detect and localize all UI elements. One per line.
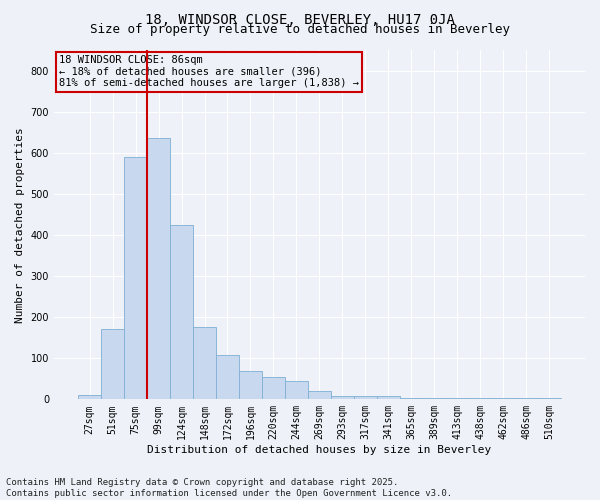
Text: 18 WINDSOR CLOSE: 86sqm
← 18% of detached houses are smaller (396)
81% of semi-d: 18 WINDSOR CLOSE: 86sqm ← 18% of detache… — [59, 55, 359, 88]
X-axis label: Distribution of detached houses by size in Beverley: Distribution of detached houses by size … — [148, 445, 491, 455]
Bar — [239, 370, 262, 400]
Bar — [262, 376, 285, 400]
Bar — [285, 381, 308, 400]
Bar — [170, 224, 193, 400]
Bar — [193, 328, 216, 400]
Text: Size of property relative to detached houses in Beverley: Size of property relative to detached ho… — [90, 24, 510, 36]
Bar — [423, 398, 446, 400]
Bar — [400, 398, 423, 400]
Bar — [354, 396, 377, 400]
Bar — [124, 157, 147, 400]
Bar — [101, 330, 124, 400]
Text: Contains HM Land Registry data © Crown copyright and database right 2025.
Contai: Contains HM Land Registry data © Crown c… — [6, 478, 452, 498]
Bar — [492, 398, 515, 400]
Bar — [147, 138, 170, 400]
Bar — [538, 398, 561, 400]
Bar — [469, 398, 492, 400]
Text: 18, WINDSOR CLOSE, BEVERLEY, HU17 0JA: 18, WINDSOR CLOSE, BEVERLEY, HU17 0JA — [145, 12, 455, 26]
Bar — [216, 355, 239, 400]
Bar — [446, 398, 469, 400]
Bar — [78, 395, 101, 400]
Bar — [377, 396, 400, 400]
Bar — [308, 391, 331, 400]
Y-axis label: Number of detached properties: Number of detached properties — [15, 127, 25, 322]
Bar — [515, 398, 538, 400]
Bar — [331, 396, 354, 400]
